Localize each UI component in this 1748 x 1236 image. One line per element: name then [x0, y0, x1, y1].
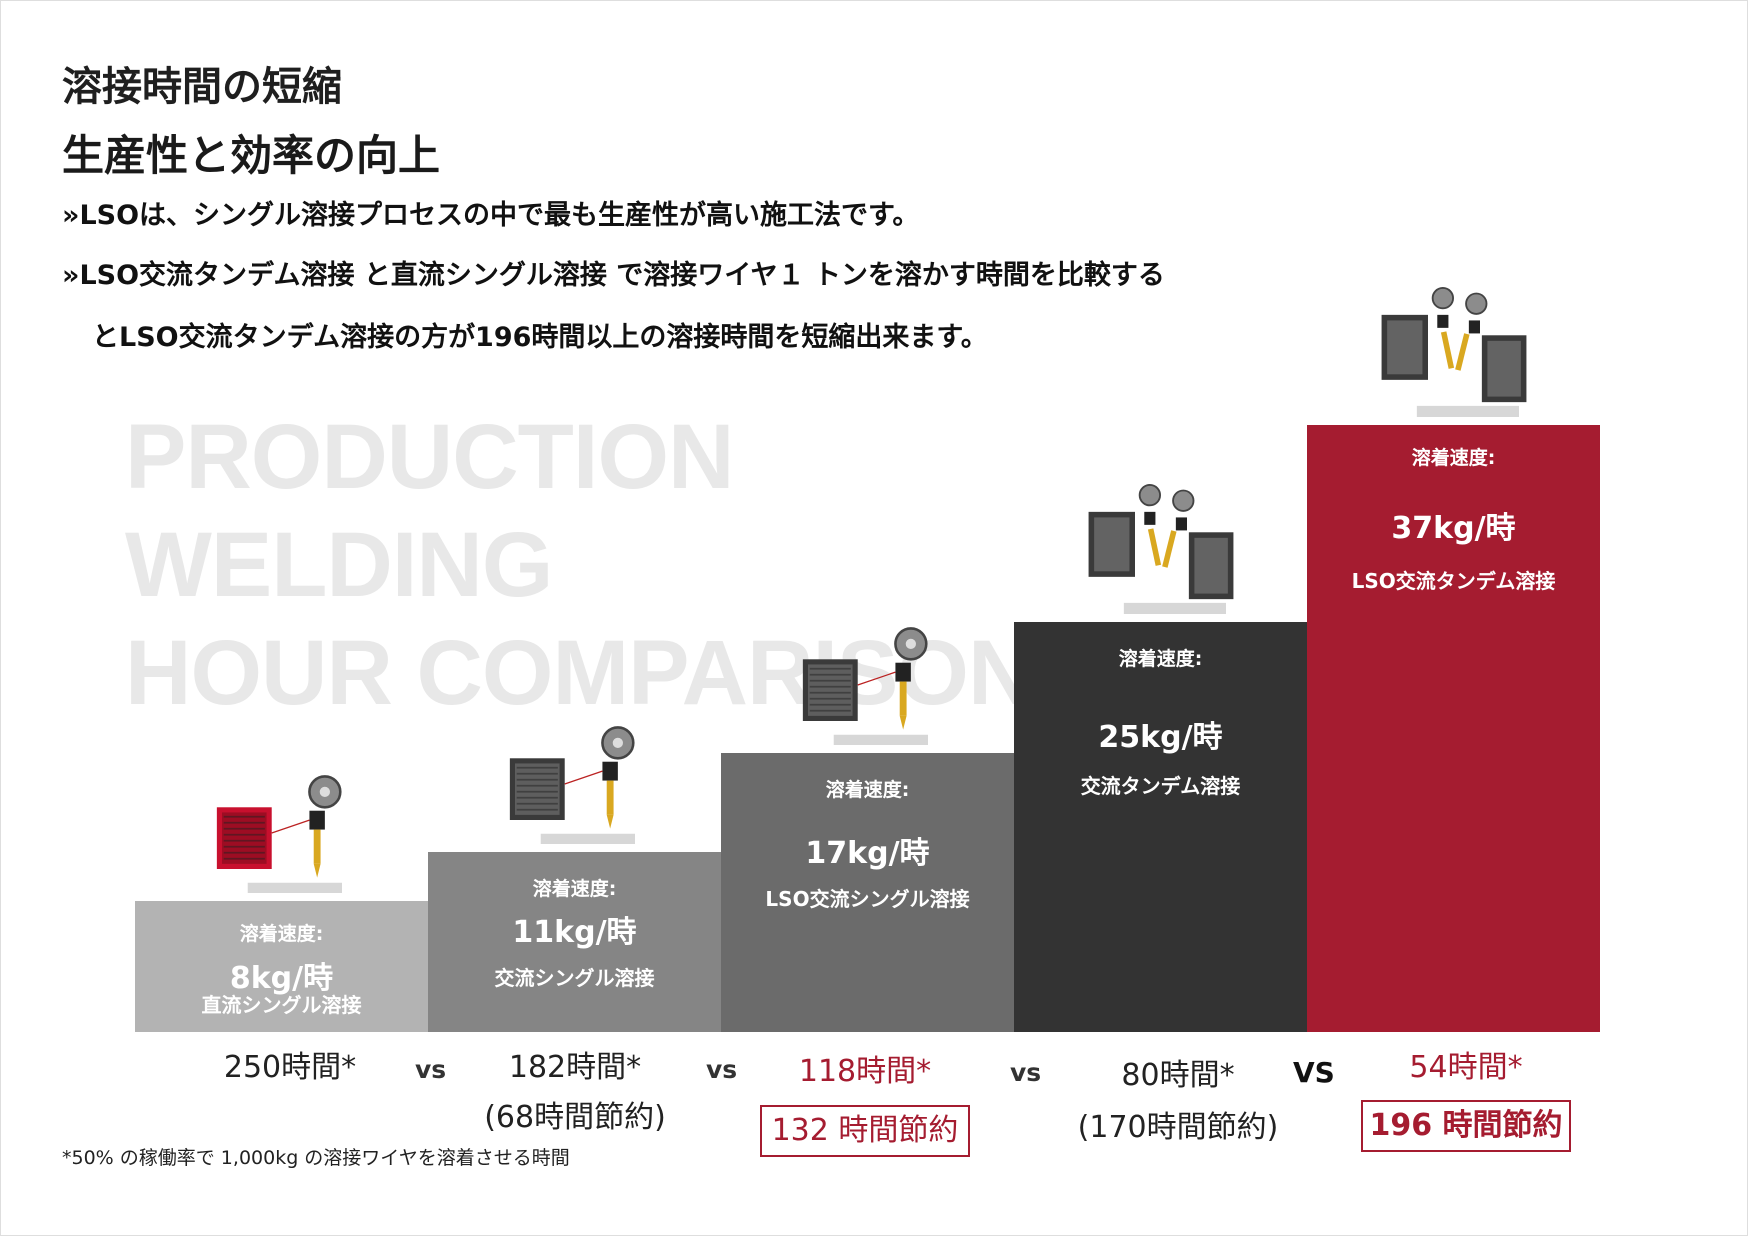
bar-2-process-label: 交流シングル溶接 [494, 966, 655, 990]
watermark-line-1: PRODUCTION [125, 406, 734, 508]
bar-2 [428, 852, 721, 1032]
hours-label-1: 250時間* [223, 1050, 357, 1085]
single-welder-red-icon [202, 773, 362, 897]
bar-1-process-label: 直流シングル溶接 [201, 993, 362, 1017]
tandem-welder-icon [1061, 484, 1261, 618]
savings-label-5: 196 時間節約 [1361, 1100, 1571, 1152]
vs-label-3: vs [1010, 1058, 1042, 1087]
tandem-welder-icon [1354, 287, 1554, 421]
hours-label-5: 54時間* [1409, 1050, 1523, 1085]
watermark: PRODUCTION WELDING HOUR COMPARISON [125, 403, 1034, 727]
bullet-1: »LSOは、シングル溶接プロセスの中で最も生産性が高い施工法です。 [62, 200, 920, 231]
bar-5-process-label: LSO交流タンデム溶接 [1351, 569, 1556, 593]
page-title: 溶接時間の短縮 [62, 64, 342, 110]
bar-5 [1307, 425, 1600, 1032]
savings-label-2: (68時間節約) [484, 1100, 666, 1135]
bullet-3: とLSO交流タンデム溶接の方が196時間以上の溶接時間を短縮出来ます。 [92, 322, 988, 353]
bar-1 [135, 901, 428, 1032]
single-welder-grey-icon [495, 724, 655, 848]
bar-5-value-label: 37kg/時 [1391, 511, 1516, 546]
savings-label-3: 132 時間節約 [760, 1105, 970, 1157]
bar-2-value-label: 11kg/時 [512, 915, 637, 950]
watermark-line-3: HOUR COMPARISON [125, 622, 1034, 724]
footnote: *50% の稼働率で 1,000kg の溶接ワイヤを溶着させる時間 [62, 1147, 570, 1169]
vs-label-1: vs [415, 1055, 447, 1084]
bar-4-rate-label: 溶着速度: [1118, 648, 1203, 670]
watermark-line-2: WELDING [125, 514, 553, 616]
bar-2-rate-label: 溶着速度: [532, 878, 617, 900]
bar-4-value-label: 25kg/時 [1098, 720, 1223, 755]
bar-3-value-label: 17kg/時 [805, 836, 930, 871]
bar-4-process-label: 交流タンデム溶接 [1080, 774, 1241, 798]
bar-3-rate-label: 溶着速度: [825, 779, 910, 801]
vs-label-2: vs [706, 1055, 738, 1084]
bullet-2: »LSO交流タンデム溶接 と直流シングル溶接 で溶接ワイヤ１ トンを溶かす時間を… [62, 260, 1165, 291]
page-subtitle: 生産性と効率の向上 [62, 131, 441, 180]
bar-1-rate-label: 溶着速度: [239, 923, 324, 945]
hours-label-2: 182時間* [508, 1050, 642, 1085]
bar-4 [1014, 622, 1307, 1032]
bar-5-rate-label: 溶着速度: [1411, 447, 1496, 469]
bar-3-process-label: LSO交流シングル溶接 [765, 887, 970, 911]
hours-label-4: 80時間* [1121, 1058, 1235, 1093]
bar-3 [721, 753, 1014, 1032]
vs-label-4: VS [1293, 1056, 1335, 1089]
single-welder-dark-icon [788, 625, 948, 749]
savings-label-4: (170時間節約) [1077, 1110, 1279, 1145]
hours-label-3: 118時間* [798, 1054, 932, 1089]
bar-1-value-label: 8kg/時 [229, 961, 334, 996]
